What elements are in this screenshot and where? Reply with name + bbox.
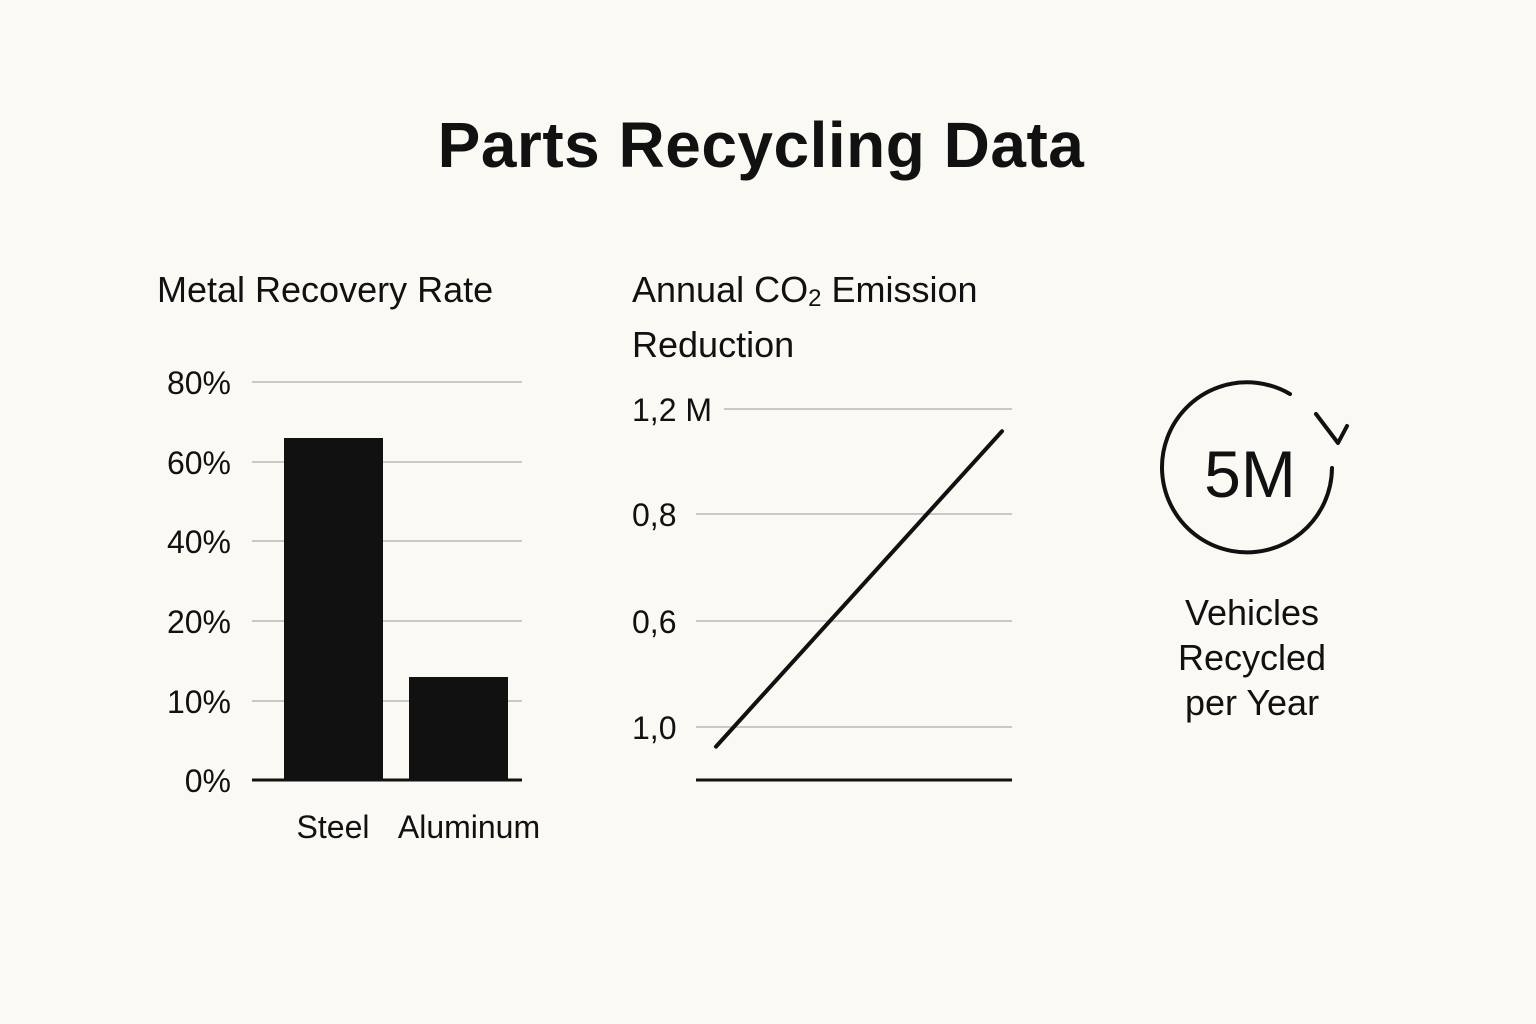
x-tick-label: Steel [297, 809, 370, 845]
vehicles-recycled-value: 5M [1204, 437, 1296, 511]
y-tick-label: 1,2 M [632, 392, 712, 428]
stat-label-line: Recycled [1177, 637, 1327, 678]
co2-reduction-line-chart: 1,0 0,6 0,8 1,2 M [632, 392, 1012, 782]
line-title-post: Emission Reduction [632, 269, 978, 365]
y-tick-label: 20% [167, 604, 231, 640]
page-title: Parts Recycling Data [437, 109, 1085, 181]
y-tick-label: 10% [167, 684, 231, 720]
series-line [714, 429, 1004, 749]
line-title-pre: Annual CO [632, 269, 809, 310]
y-tick-label: 60% [167, 445, 231, 481]
bar-chart-title: Metal Recovery Rate [157, 269, 494, 310]
stat-label-line: Vehicles [1184, 592, 1320, 633]
bar-aluminum [409, 677, 508, 780]
circular-arrow-icon [1160, 380, 1349, 555]
x-tick-label: Aluminum [398, 809, 540, 845]
line-chart-title: Annual CO2 Emission Reduction [632, 267, 1052, 368]
y-tick-label: 0,6 [632, 604, 676, 640]
y-tick-label: 40% [167, 524, 231, 560]
y-tick-label: 0% [185, 763, 231, 799]
metal-recovery-bar-chart: 0% 10% 20% 40% 60% 80% Steel Aluminum [167, 365, 540, 845]
stat-label-line: per Year [1184, 682, 1320, 723]
line-title-subscript: 2 [808, 285, 822, 312]
bar-steel [284, 438, 383, 780]
vehicles-recycled-label: Vehicles Recycled per Year [1130, 590, 1374, 725]
y-tick-label: 1,0 [632, 710, 676, 746]
y-tick-label: 0,8 [632, 497, 676, 533]
y-tick-label: 80% [167, 365, 231, 401]
